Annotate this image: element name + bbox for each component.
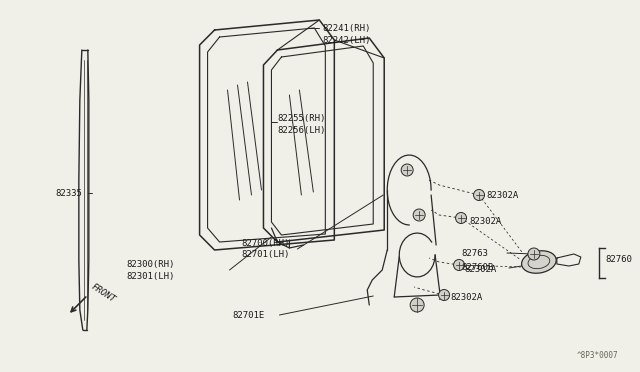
Text: 82760B: 82760B — [461, 263, 493, 273]
Circle shape — [456, 212, 467, 224]
Text: 82302A: 82302A — [486, 190, 518, 199]
Text: 82335: 82335 — [55, 189, 82, 198]
Ellipse shape — [522, 251, 556, 273]
Text: 82255(RH): 82255(RH) — [277, 113, 326, 122]
Circle shape — [474, 189, 484, 201]
Circle shape — [438, 289, 449, 301]
Text: 82241(RH): 82241(RH) — [323, 23, 371, 32]
Text: 82760: 82760 — [606, 256, 633, 264]
Circle shape — [413, 209, 425, 221]
Text: 82701(LH): 82701(LH) — [241, 250, 290, 260]
Text: ^8P3*0007: ^8P3*0007 — [577, 351, 619, 360]
Text: 82242(LH): 82242(LH) — [323, 35, 371, 45]
Text: 82302A: 82302A — [464, 266, 496, 275]
Text: 82700(RH): 82700(RH) — [241, 238, 290, 247]
Text: 82301(LH): 82301(LH) — [127, 273, 175, 282]
Circle shape — [528, 248, 540, 260]
Text: FRONT: FRONT — [90, 282, 117, 304]
Circle shape — [401, 164, 413, 176]
Text: 82701E: 82701E — [232, 311, 265, 320]
Circle shape — [454, 260, 465, 270]
Text: 82302A: 82302A — [450, 294, 483, 302]
Text: 82300(RH): 82300(RH) — [127, 260, 175, 269]
Text: 82763: 82763 — [461, 248, 488, 257]
Text: 82302A: 82302A — [469, 217, 501, 225]
Circle shape — [410, 298, 424, 312]
Text: 82256(LH): 82256(LH) — [277, 125, 326, 135]
